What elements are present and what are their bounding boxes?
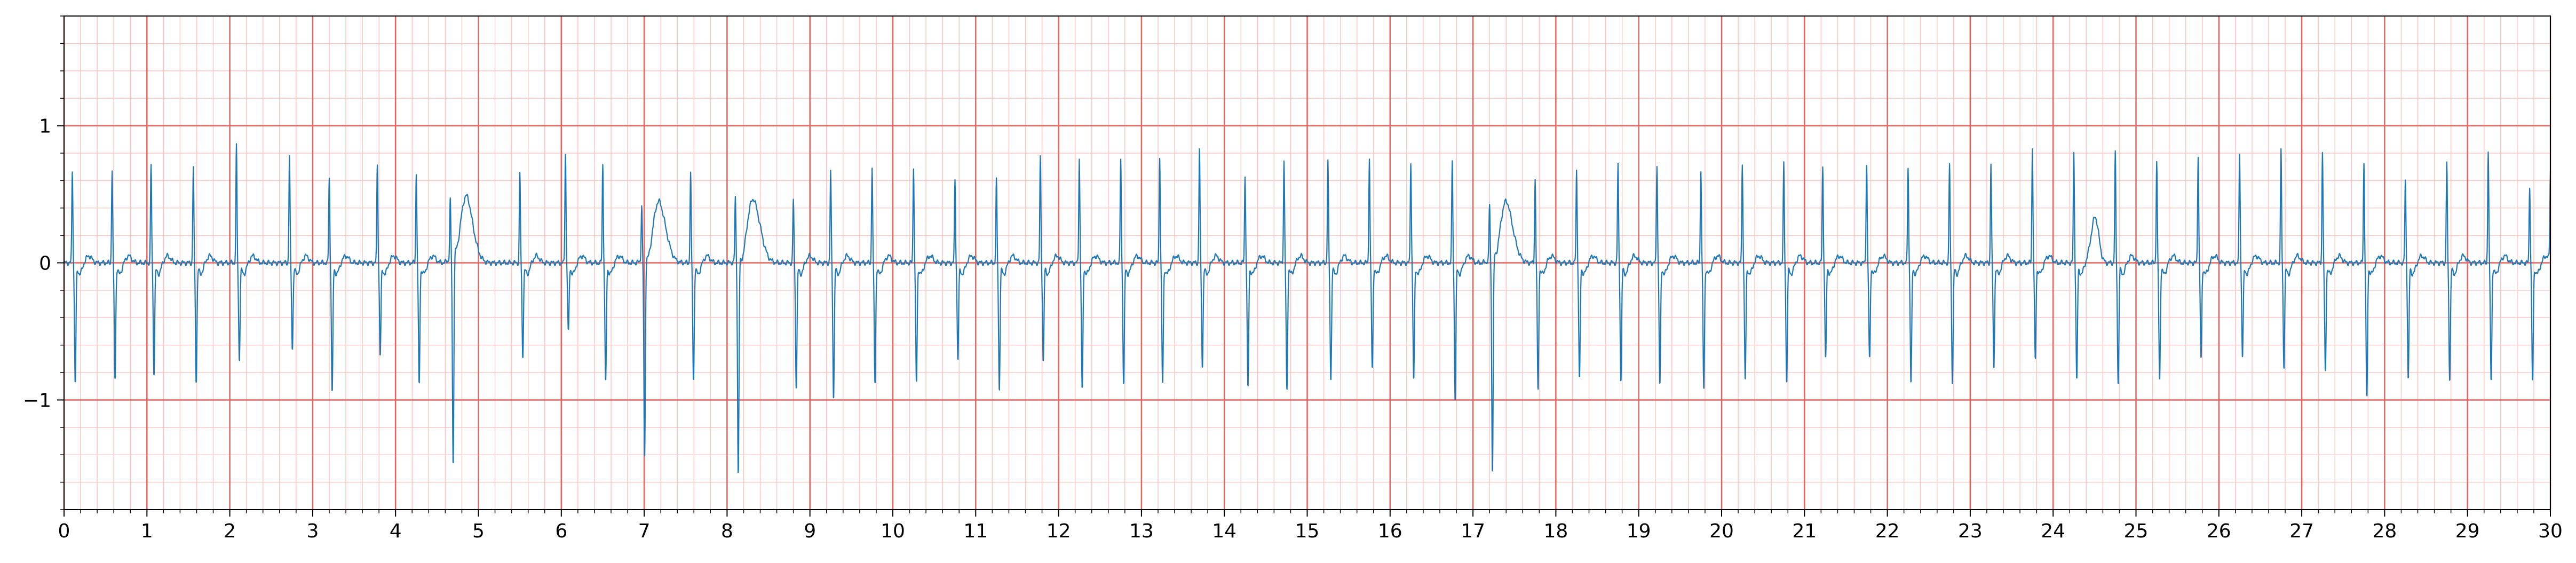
x-axis: 0 1 2 3 4 5 6 7 8 9 10 11 12 13 14 15 16 17 18 19 20 21 22 23 24… [58,510,2563,542]
x-tick-label: 9 [804,520,816,542]
x-tick-label: 10 [881,520,905,542]
x-tick-label: 11 [963,520,988,542]
x-tick-label: 21 [1792,520,1817,542]
x-tick-label: 8 [721,520,733,542]
x-tick-label: 5 [472,520,485,542]
x-tick-label: 4 [390,520,402,542]
y-axis: −1 0 1 [23,15,64,510]
x-tick-label: 30 [2538,520,2563,542]
x-tick-label: 14 [1212,520,1237,542]
x-tick-label: 28 [2372,520,2397,542]
ecg-trace [64,143,2551,473]
ecg-series-line [64,143,2551,473]
x-tick-label: 6 [555,520,567,542]
x-tick-label: 13 [1129,520,1154,542]
x-tick-label: 29 [2455,520,2480,542]
x-tick-label: 1 [141,520,153,542]
x-tick-label: 26 [2207,520,2231,542]
y-tick-label: 0 [39,253,51,275]
x-tick-label: 7 [638,520,651,542]
x-tick-label: 22 [1875,520,1900,542]
x-tick-label: 16 [1378,520,1402,542]
x-tick-label: 0 [58,520,70,542]
x-tick-label: 23 [1958,520,1983,542]
y-tick-label: −1 [23,390,51,411]
x-tick-label: 27 [2289,520,2314,542]
x-tick-label: 2 [224,520,236,542]
x-tick-label: 25 [2124,520,2149,542]
x-tick-label: 15 [1295,520,1320,542]
x-tick-label: 24 [2041,520,2065,542]
x-tick-label: 12 [1047,520,1071,542]
x-tick-label: 20 [1709,520,1734,542]
x-tick-label: 17 [1461,520,1485,542]
x-tick-label: 3 [306,520,319,542]
y-tick-label: 1 [39,116,51,138]
x-tick-label: 18 [1543,520,1568,542]
x-tick-label: 19 [1627,520,1651,542]
